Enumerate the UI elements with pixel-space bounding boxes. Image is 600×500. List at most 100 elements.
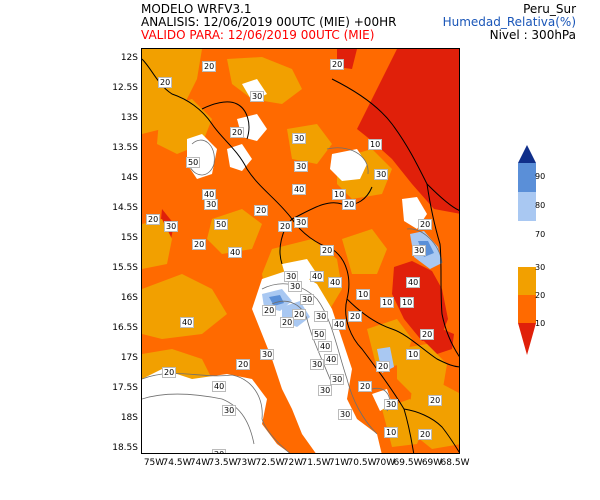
x-tick-label: 69.5W bbox=[393, 458, 423, 468]
contour-label: 10 bbox=[332, 189, 347, 200]
x-tick-label: 72W bbox=[282, 458, 304, 468]
contour-label: 10 bbox=[400, 297, 415, 308]
y-tick-label: 17S bbox=[120, 353, 138, 363]
contour-label: 40 bbox=[328, 277, 343, 288]
x-tick-label: 69W bbox=[421, 458, 443, 468]
contour-label: 30 bbox=[250, 91, 265, 102]
contour-label: 40 bbox=[318, 341, 333, 352]
contour-label: 30 bbox=[292, 133, 307, 144]
contour-label: 10 bbox=[356, 289, 371, 300]
y-tick-label: 13.5S bbox=[112, 143, 138, 153]
contour-label: 20 bbox=[254, 205, 269, 216]
contour-label: 30 bbox=[294, 217, 309, 228]
x-tick-label: 70.5W bbox=[347, 458, 377, 468]
contour-label: 50 bbox=[186, 157, 201, 168]
contour-label: 20 bbox=[428, 395, 443, 406]
contour-label: 40 bbox=[292, 184, 307, 195]
contour-label: 10 bbox=[368, 139, 383, 150]
colorbar-label: 20 bbox=[535, 291, 546, 300]
country-borders bbox=[142, 58, 459, 453]
contour-label: 40 bbox=[228, 247, 243, 258]
contour-label: 30 bbox=[288, 281, 303, 292]
colorbar-segment-10-20 bbox=[518, 295, 536, 323]
colorbar-segment-80-90 bbox=[518, 163, 536, 192]
contour-label: 20 bbox=[212, 449, 227, 453]
contour-label: 20 bbox=[418, 429, 433, 440]
colorbar-label: 80 bbox=[535, 201, 546, 210]
contour-label: 20 bbox=[202, 61, 217, 72]
contour-label: 40 bbox=[332, 319, 347, 330]
y-tick-label: 12S bbox=[120, 53, 138, 63]
y-tick-label: 13S bbox=[120, 113, 138, 123]
y-tick-label: 12.5S bbox=[112, 83, 138, 93]
contour-label: 30 bbox=[338, 409, 353, 420]
colorbar-segment-gt90 bbox=[518, 145, 536, 163]
contour-label: 30 bbox=[318, 385, 333, 396]
contour-label: 20 bbox=[420, 329, 435, 340]
colorbar-segment-lt10 bbox=[518, 323, 536, 355]
contour-label: 40 bbox=[180, 317, 195, 328]
contour-label: 30 bbox=[384, 399, 399, 410]
contour-label: 30 bbox=[204, 199, 219, 210]
colorbar-segment-20-30 bbox=[518, 267, 536, 295]
y-tick-label: 16.5S bbox=[112, 323, 138, 333]
contour-label: 30 bbox=[222, 405, 237, 416]
contour-label: 20 bbox=[236, 359, 251, 370]
y-tick-label: 15.5S bbox=[112, 263, 138, 273]
contour-label: 30 bbox=[330, 374, 345, 385]
pressure-level: Nivel : 300hPa bbox=[489, 28, 576, 42]
contour-label: 10 bbox=[384, 427, 399, 438]
humidity-map: 20 20 30 20 30 50 40 40 30 20 20 30 20 40 30 20 10 10 30 20… bbox=[141, 48, 460, 454]
rh-contours bbox=[142, 139, 443, 453]
y-tick-label: 16S bbox=[120, 293, 138, 303]
x-tick-label: 74W bbox=[189, 458, 211, 468]
contour-label: 20 bbox=[278, 221, 293, 232]
contour-label: 20 bbox=[162, 367, 177, 378]
contour-label: 20 bbox=[320, 245, 335, 256]
contour-label: 20 bbox=[262, 305, 277, 316]
contour-label: 40 bbox=[310, 271, 325, 282]
contour-label: 20 bbox=[330, 59, 345, 70]
contour-label: 50 bbox=[312, 329, 327, 340]
x-tick-label: 73.5W bbox=[208, 458, 238, 468]
colorbar-segment-30-70 bbox=[518, 221, 536, 267]
contour-label: 30 bbox=[374, 169, 389, 180]
x-tick-label: 68.5W bbox=[440, 458, 470, 468]
contour-label: 20 bbox=[358, 381, 373, 392]
contour-label: 30 bbox=[260, 349, 275, 360]
y-tick-label: 18.5S bbox=[112, 443, 138, 453]
analysis-time: ANALISIS: 12/06/2019 00UTC (MIE) +00HR bbox=[141, 15, 397, 29]
colorbar-label: 90 bbox=[535, 172, 546, 181]
x-tick-label: 71.5W bbox=[301, 458, 331, 468]
y-tick-label: 15S bbox=[120, 233, 138, 243]
contour-label: 20 bbox=[418, 219, 433, 230]
model-title: MODELO WRFV3.1 bbox=[141, 2, 252, 16]
x-tick-label: 71W bbox=[328, 458, 350, 468]
contour-label: 20 bbox=[280, 317, 295, 328]
y-tick-label: 17.5S bbox=[112, 383, 138, 393]
colorbar-label: 10 bbox=[535, 319, 546, 328]
contour-label: 20 bbox=[376, 361, 391, 372]
contour-label: 20 bbox=[342, 199, 357, 210]
contour-label: 30 bbox=[310, 359, 325, 370]
x-tick-label: 74.5W bbox=[162, 458, 192, 468]
rh-region-lt10 bbox=[160, 49, 459, 354]
contour-label: 20 bbox=[146, 214, 161, 225]
x-tick-label: 73W bbox=[235, 458, 257, 468]
contour-label: 30 bbox=[314, 311, 329, 322]
variable-name: Humedad_Relativa(%) bbox=[442, 15, 576, 29]
contour-label: 20 bbox=[292, 309, 307, 320]
contour-label: 20 bbox=[192, 239, 207, 250]
contour-label: 40 bbox=[212, 381, 227, 392]
region-name: Peru_Sur bbox=[523, 2, 576, 16]
x-tick-label: 75W bbox=[143, 458, 165, 468]
contour-label: 30 bbox=[294, 161, 309, 172]
colorbar-segment-70-80 bbox=[518, 192, 536, 221]
contour-label: 50 bbox=[214, 219, 229, 230]
contour-label: 40 bbox=[406, 277, 421, 288]
x-tick-label: 70W bbox=[374, 458, 396, 468]
y-tick-label: 18S bbox=[120, 413, 138, 423]
colorbar bbox=[518, 145, 536, 355]
colorbar-label: 70 bbox=[535, 230, 546, 239]
contour-label: 20 bbox=[158, 77, 173, 88]
